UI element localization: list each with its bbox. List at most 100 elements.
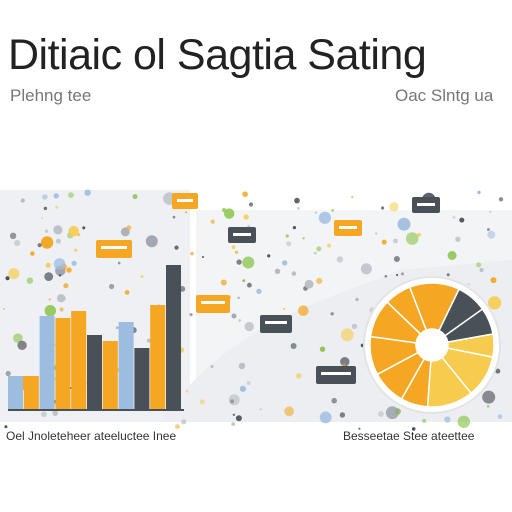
- confetti-dot: [132, 194, 138, 200]
- confetti-dot: [381, 239, 387, 245]
- bar: [118, 322, 134, 410]
- confetti-dot: [285, 234, 289, 238]
- confetti-dot: [9, 232, 17, 239]
- confetti-dot: [331, 208, 335, 212]
- confetti-dot: [30, 251, 35, 256]
- confetti-dot: [247, 282, 252, 288]
- confetti-dot: [68, 192, 74, 198]
- confetti-dot: [422, 418, 427, 423]
- confetti-dot: [375, 232, 378, 235]
- confetti-dot: [231, 422, 236, 426]
- confetti-dot: [487, 230, 496, 239]
- bar: [55, 318, 71, 410]
- confetti-dot: [417, 232, 421, 237]
- confetti-dot: [202, 256, 204, 258]
- confetti-dot: [42, 194, 48, 200]
- confetti-dot: [330, 312, 334, 316]
- confetti-dot: [495, 368, 501, 374]
- confetti-dot: [231, 313, 237, 319]
- confetti-dot: [221, 207, 227, 213]
- confetti-dot: [5, 276, 10, 281]
- confetti-dot: [302, 237, 305, 240]
- confetti-dot: [455, 236, 461, 242]
- confetti-dot: [234, 250, 239, 254]
- confetti-dot: [476, 262, 482, 268]
- confetti-dot: [284, 406, 294, 417]
- confetti-dot: [274, 268, 281, 274]
- label-box-icon: [172, 193, 198, 209]
- confetti-dot: [44, 272, 54, 281]
- confetti-dot: [224, 208, 235, 219]
- confetti-dot: [45, 262, 51, 268]
- confetti-dot: [477, 190, 481, 195]
- confetti-dot: [242, 191, 248, 197]
- confetti-dot: [358, 427, 361, 430]
- confetti-dot: [360, 263, 372, 275]
- confetti-dot: [259, 408, 262, 411]
- confetti-dot: [57, 294, 66, 303]
- confetti-dot: [48, 298, 51, 301]
- confetti-dot: [381, 206, 385, 210]
- confetti-dot: [189, 313, 193, 317]
- confetti-dot: [242, 256, 255, 269]
- confetti-dot: [235, 415, 242, 422]
- confetti-dot: [82, 226, 86, 230]
- confetti-dot: [172, 215, 176, 219]
- confetti-dot: [319, 411, 332, 424]
- bar: [71, 311, 87, 410]
- bar-chart: [8, 265, 181, 410]
- confetti-dot: [242, 363, 245, 366]
- confetti-dot: [40, 411, 47, 418]
- confetti-dot: [283, 307, 286, 310]
- confetti-dot: [63, 283, 69, 289]
- pie-center: [416, 329, 448, 361]
- confetti-dot: [488, 296, 502, 310]
- confetti-dot: [185, 389, 189, 393]
- label-box-icon: [260, 315, 292, 333]
- confetti-dot: [231, 245, 236, 250]
- confetti-dot: [318, 211, 331, 224]
- confetti-dot: [314, 211, 318, 214]
- label-box-icon: [412, 197, 440, 213]
- confetti-dot: [497, 414, 503, 419]
- confetti-dot: [459, 217, 465, 223]
- confetti-dot: [327, 243, 331, 248]
- confetti-dot: [446, 273, 450, 277]
- confetti-dot: [292, 226, 296, 230]
- confetti-dot: [228, 394, 240, 406]
- label-box-icon: [228, 227, 256, 243]
- label-box-icon: [96, 240, 132, 258]
- confetti-dot: [140, 275, 144, 278]
- confetti-dot: [489, 210, 492, 214]
- confetti-dot: [467, 283, 470, 286]
- bar: [23, 376, 39, 410]
- confetti-dot: [58, 274, 62, 277]
- confetti-dot: [20, 198, 25, 203]
- confetti-dot: [3, 307, 6, 310]
- confetti-dot: [498, 197, 504, 202]
- confetti-dot: [232, 413, 236, 416]
- bar: [39, 316, 55, 410]
- confetti-dot: [479, 267, 484, 273]
- confetti-dot: [242, 279, 246, 282]
- confetti-dot: [246, 381, 251, 385]
- confetti-dot: [244, 321, 254, 332]
- confetti-dot: [294, 197, 300, 204]
- confetti-dot: [174, 245, 179, 250]
- confetti-dot: [316, 277, 323, 284]
- confetti-dot: [297, 207, 300, 210]
- confetti-dot: [52, 410, 58, 416]
- confetti-dot: [43, 206, 48, 211]
- confetti-dot: [298, 305, 309, 316]
- confetti-dot: [17, 340, 27, 350]
- caption-left: Oel Jnoleteheer ateeluctee Inee: [6, 429, 177, 443]
- confetti-dot: [397, 217, 411, 231]
- confetti-dot: [316, 246, 322, 252]
- confetti-dot: [117, 261, 121, 265]
- bar: [166, 265, 181, 410]
- confetti-dot: [4, 425, 8, 429]
- label-box-icon: [316, 366, 356, 384]
- confetti-dot: [401, 272, 404, 276]
- confetti-dot: [396, 273, 399, 277]
- confetti-dot: [53, 225, 63, 235]
